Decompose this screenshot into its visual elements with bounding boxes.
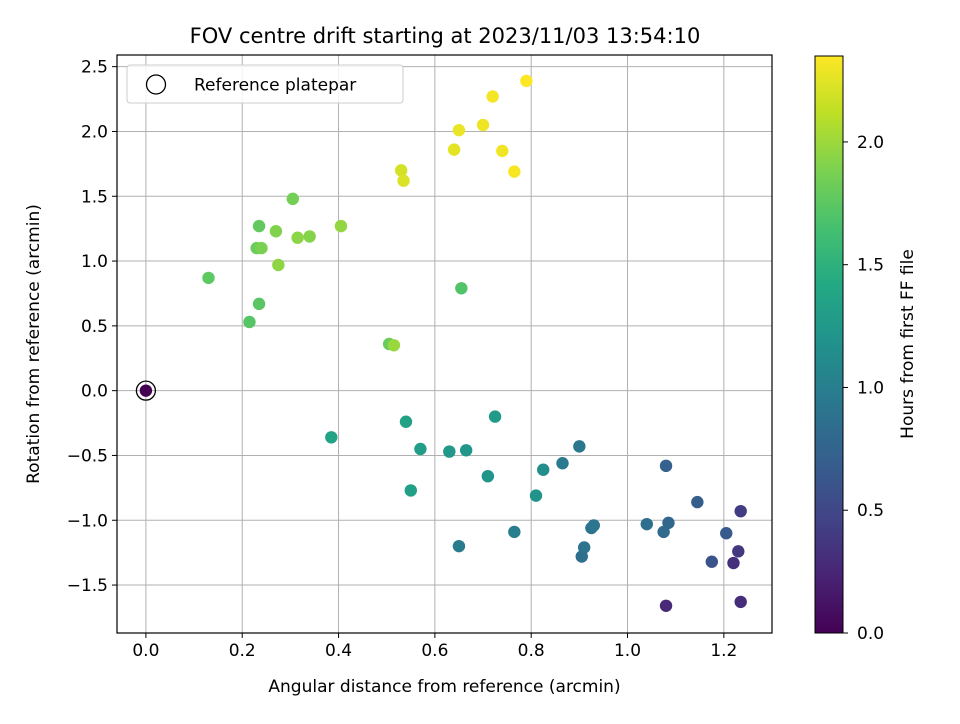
legend: Reference platepar [126,64,404,104]
colorbar-tick-label: 2.0 [857,133,884,153]
data-point [286,192,299,206]
data-point [255,241,268,255]
reference-marker [135,380,157,401]
data-point [252,297,266,311]
data-point [659,459,673,473]
y-axis-ticks: −1.5 −1.0 −0.5 0.0 0.5 1.0 1.5 2.0 2.5 [67,58,117,596]
data-point [291,231,304,244]
data-point [334,219,348,233]
data-point [452,123,466,137]
data-point [481,469,495,483]
x-tick-label: 0.4 [325,641,352,661]
data-point [404,484,417,497]
x-tick-label: 0.2 [229,641,256,661]
legend-label: Reference platepar [194,76,356,96]
data-point [447,143,461,156]
data-point [508,165,521,178]
y-axis-label: Rotation from reference (arcmin) [24,204,44,484]
data-point [272,258,285,272]
x-tick-label: 1.0 [614,641,641,661]
data-point [399,415,413,428]
data-point [486,90,499,103]
data-point [662,516,675,530]
data-point [387,339,401,352]
data-point [732,545,745,558]
reference-ring [135,380,157,401]
data-point [202,271,215,285]
legend-box [126,64,404,104]
data-point [705,555,718,568]
data-point [459,444,473,457]
x-axis-ticks: 0.0 0.2 0.4 0.6 0.8 1.0 1.2 [132,633,737,661]
y-tick-label: 1.5 [81,187,108,207]
reference-point [139,384,153,397]
data-point [659,599,673,612]
chart-title: FOV centre drift starting at 2023/11/03 … [190,24,701,48]
colorbar-tick-label: 0.5 [857,501,884,521]
colorbar-tick-label: 1.5 [857,256,884,276]
colorbar-tick-label: 0.0 [857,624,884,644]
data-point [537,463,550,476]
y-tick-label: 0.0 [81,382,108,402]
data-point [394,164,408,177]
data-point [476,118,490,132]
grid [117,55,772,633]
data-point [556,457,569,470]
colorbar-label: Hours from first FF file [898,249,918,439]
y-tick-label: −1.5 [67,576,108,596]
colorbar-tick-label: 1.0 [857,378,884,398]
plot-area [116,54,773,634]
y-tick-label: −1.0 [67,511,108,531]
data-point [414,442,427,456]
colorbar: 0.0 0.5 1.0 1.5 2.0 Hours from first FF file [814,55,918,644]
data-point [443,445,456,458]
plot-frame [116,54,773,634]
colorbar-gradient [814,55,844,634]
data-point [577,541,591,554]
y-tick-label: 0.5 [81,317,108,337]
data-point [529,489,543,502]
y-tick-label: 1.0 [81,252,108,272]
data-points [202,74,747,612]
y-tick-label: 2.5 [81,58,108,78]
x-tick-label: 0.8 [518,641,545,661]
data-point [455,282,468,295]
data-point [488,410,502,423]
data-point [269,225,283,238]
data-point [520,74,533,88]
x-tick-label: 0.0 [132,641,159,661]
data-point [640,517,653,531]
data-point [252,219,266,233]
x-tick-label: 1.2 [710,641,737,661]
data-point [325,431,338,444]
data-point [397,174,410,187]
x-tick-label: 0.6 [421,641,448,661]
data-point [496,144,509,158]
data-point [734,595,747,609]
legend-marker [145,74,167,95]
data-point [508,525,521,539]
data-point [720,527,733,540]
y-tick-label: −0.5 [67,446,108,466]
data-point [657,525,670,539]
data-point [452,539,466,553]
data-point [573,440,586,453]
data-point [243,315,256,329]
data-point [727,556,740,570]
data-point [691,495,704,509]
data-point [734,504,747,518]
colorbar-ticks: 0.0 0.5 1.0 1.5 2.0 [843,133,884,644]
data-point [587,519,601,532]
x-axis-label: Angular distance from reference (arcmin) [268,677,620,697]
y-tick-label: 2.0 [81,122,108,142]
data-point [303,230,316,243]
